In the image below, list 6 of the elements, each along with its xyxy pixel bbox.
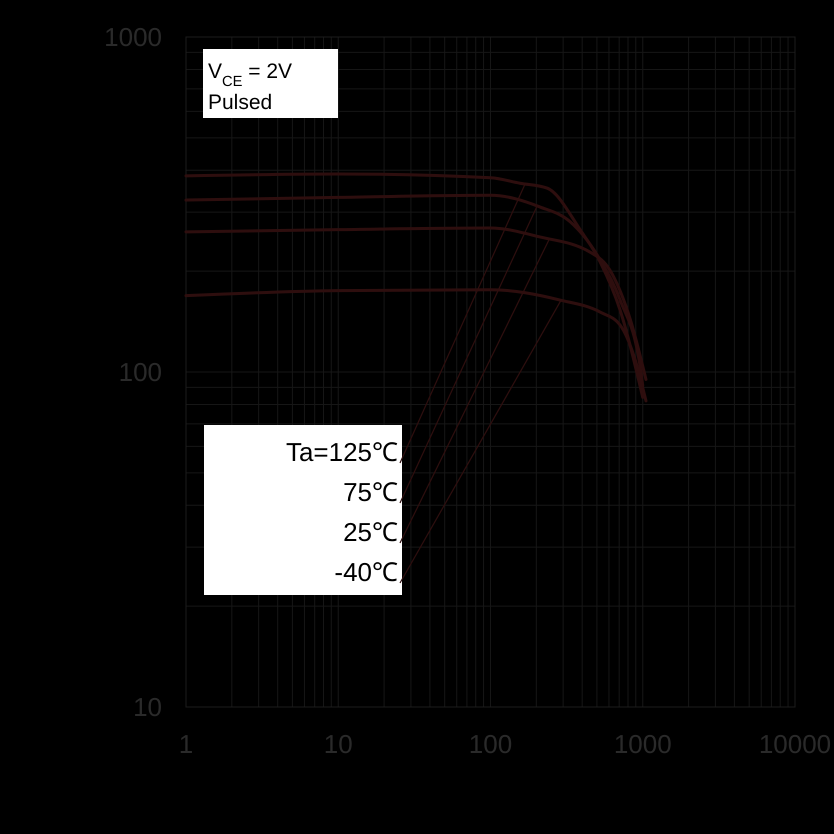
- annotation: Pulsed: [208, 91, 272, 114]
- text: 25℃: [343, 517, 398, 547]
- text: -40℃: [334, 557, 398, 587]
- text: 75℃: [343, 477, 398, 507]
- annotation: V$_{CE}$ = 2V: [208, 60, 292, 90]
- text: Ta=125℃: [286, 437, 398, 467]
